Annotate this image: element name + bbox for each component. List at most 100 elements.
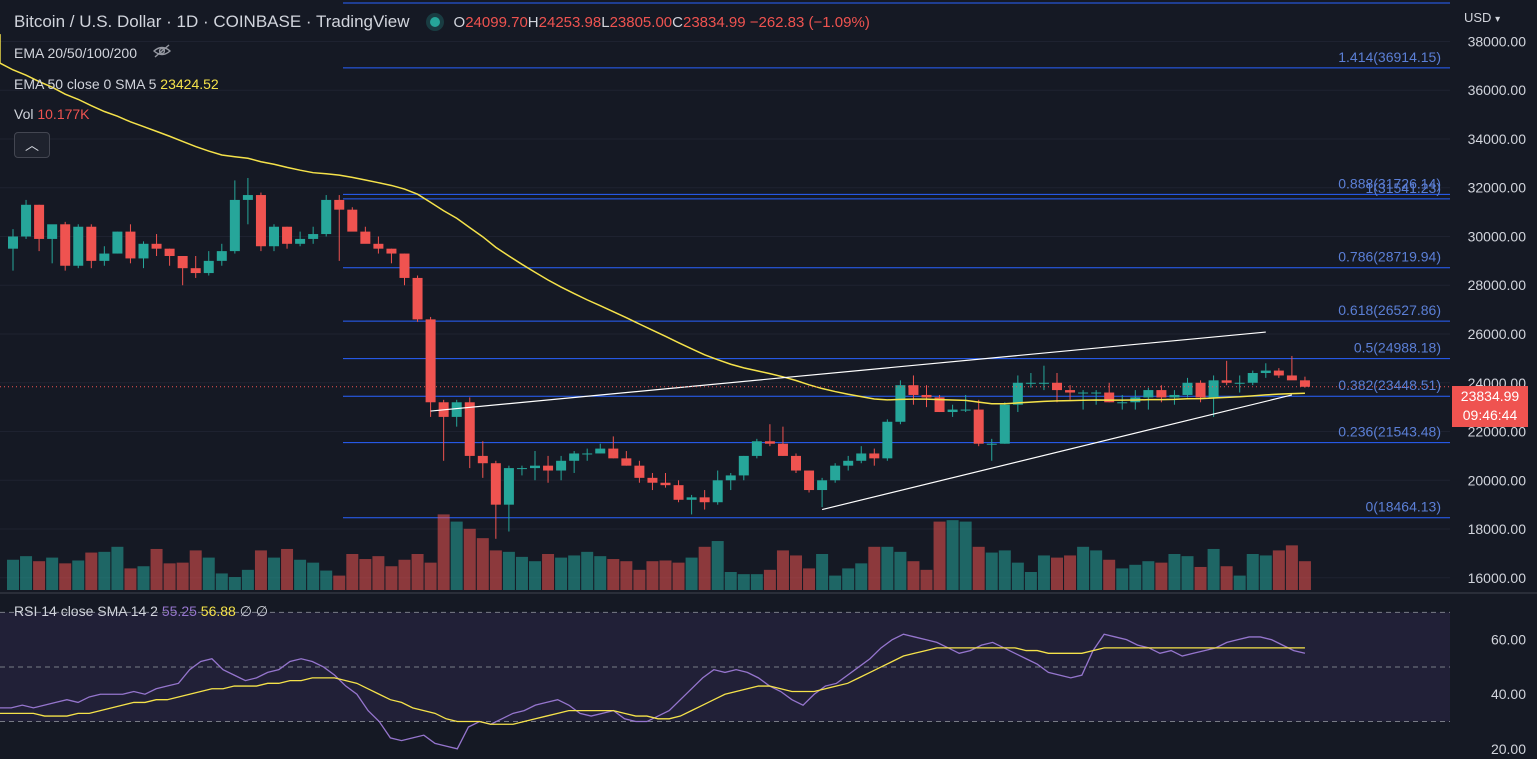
volume-bar [1064, 555, 1077, 590]
candle-body [569, 453, 580, 461]
volume-bar [646, 561, 659, 590]
ohlc-value: 23805.00 [609, 13, 673, 31]
ohlc-value: −262.83 (−1.09%) [745, 13, 870, 31]
ohlc-key: L [601, 13, 610, 31]
price-tick-label: 30000.00 [1468, 228, 1527, 244]
rsi-pane[interactable]: 60.00 40.00 20.00 [0, 592, 1537, 757]
candle-body [503, 468, 514, 505]
candle-body [673, 485, 684, 500]
volume-bar [946, 520, 959, 590]
candle-body [1260, 370, 1271, 374]
candle-body [543, 465, 554, 471]
candle-body [777, 443, 788, 456]
volume-bar [607, 559, 620, 590]
ema-multi-legend[interactable]: EMA 20/50/100/200 [14, 44, 171, 61]
candle-body [451, 402, 462, 417]
volume-bar [763, 569, 776, 590]
candle-body [86, 226, 97, 261]
volume-bar [385, 566, 398, 590]
candle-body [1117, 402, 1128, 404]
volume-bar [7, 559, 19, 590]
grid-lines [0, 40, 1450, 579]
candle-body [1091, 392, 1102, 394]
volume-bar [437, 514, 450, 590]
time-axis[interactable] [0, 755, 1537, 759]
candle-body [47, 224, 58, 239]
candle-body [843, 460, 854, 466]
price-tick-label: 20000.00 [1468, 472, 1527, 488]
ema-sma-value: 23424.52 [160, 76, 219, 92]
volume-bar [868, 546, 881, 590]
fib-level-label: 0(18464.13) [1365, 499, 1441, 515]
collapse-legend-button[interactable]: ︿ [14, 132, 50, 158]
volume-bar [176, 562, 189, 590]
volume-bar [1090, 550, 1103, 590]
symbol-title[interactable]: Bitcoin / U.S. Dollar · 1D · COINBASE · … [14, 12, 410, 31]
trendlines[interactable] [0, 331, 1450, 511]
candle-body [1078, 392, 1089, 394]
volume-bar [33, 561, 46, 590]
candle-body [608, 448, 619, 459]
candle-body [882, 421, 893, 459]
volume-bar [594, 556, 607, 590]
trendline [821, 394, 1293, 511]
candle-body [921, 394, 932, 398]
ema-sma-legend[interactable]: EMA 50 close 0 SMA 5 23424.52 [14, 76, 219, 92]
currency-selector[interactable]: USD ▾ [1464, 10, 1500, 25]
ohlc-key: C [672, 13, 683, 31]
volume-bar [685, 557, 698, 590]
price-tick-label: 28000.00 [1468, 277, 1527, 293]
volume-bar [633, 569, 646, 590]
chevron-up-icon: ︿ [25, 137, 39, 153]
rsi-sma-value: 56.88 [200, 603, 236, 619]
candle-body [308, 234, 319, 239]
ohlc-value: 24253.98 [538, 13, 602, 31]
volume-bar [502, 551, 515, 590]
candle-body [425, 319, 436, 403]
candle-body [947, 409, 958, 413]
volume-bar [1155, 562, 1168, 590]
volume-legend[interactable]: Vol 10.177K [14, 106, 90, 122]
rsi-legend[interactable]: RSI 14 close SMA 14 2 55.25 56.88 ∅ ∅ [14, 603, 268, 620]
currency-label: USD [1464, 10, 1492, 25]
volume-bar [1181, 556, 1194, 590]
candle-body [1273, 370, 1284, 376]
candle-body [712, 480, 723, 503]
volume-bar [189, 550, 202, 590]
volume-bar [489, 550, 502, 590]
candle-body [73, 226, 84, 266]
candle-body [177, 255, 188, 269]
volume-bar [803, 568, 816, 590]
candle-body [908, 385, 919, 395]
fib-level-label: 0.888(31726.14) [1338, 175, 1441, 191]
candle-body [686, 497, 697, 500]
candle-body [973, 409, 984, 444]
volume-bar [790, 555, 802, 590]
candle-body [1286, 375, 1297, 381]
volume-bar [698, 546, 711, 590]
volume-bar [163, 563, 176, 590]
volume-bar [1246, 554, 1259, 590]
volume-bar [411, 554, 424, 590]
fib-level-label: 0.618(26527.86) [1338, 302, 1441, 318]
volume-bar [672, 562, 685, 590]
volume-bar [46, 557, 59, 590]
volume-bar [933, 521, 946, 590]
rsi-tick-label: 60.00 [1491, 632, 1526, 648]
candle-body [738, 455, 749, 476]
volume-bar [372, 556, 385, 590]
chart-header: Bitcoin / U.S. Dollar · 1D · COINBASE · … [14, 12, 870, 32]
volume-bar [1011, 562, 1024, 590]
candle-body [347, 209, 358, 232]
candle-body [269, 226, 279, 247]
fib-level-label: 1.414(36914.15) [1338, 49, 1441, 65]
volume-bar [1259, 555, 1272, 590]
candle-body [1065, 390, 1076, 393]
candle-body [112, 231, 123, 254]
volume-bar [476, 538, 489, 590]
volume-bar [111, 546, 124, 590]
fib-level-label: 0.5(24988.18) [1354, 340, 1441, 356]
eye-off-icon[interactable] [152, 44, 171, 61]
candle-body [1143, 390, 1154, 398]
